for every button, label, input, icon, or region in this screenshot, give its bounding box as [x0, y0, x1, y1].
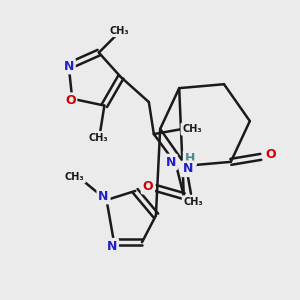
Text: O: O: [65, 94, 76, 107]
Text: CH₃: CH₃: [182, 124, 202, 134]
Text: N: N: [183, 162, 193, 175]
Text: H: H: [185, 152, 195, 165]
Text: CH₃: CH₃: [65, 172, 84, 182]
Text: CH₃: CH₃: [88, 133, 108, 142]
Text: O: O: [142, 180, 153, 193]
Text: O: O: [266, 148, 276, 161]
Text: CH₃: CH₃: [183, 197, 203, 207]
Text: N: N: [166, 156, 176, 169]
Text: N: N: [98, 190, 109, 202]
Text: N: N: [64, 59, 74, 73]
Text: N: N: [107, 240, 117, 253]
Text: CH₃: CH₃: [109, 26, 129, 36]
